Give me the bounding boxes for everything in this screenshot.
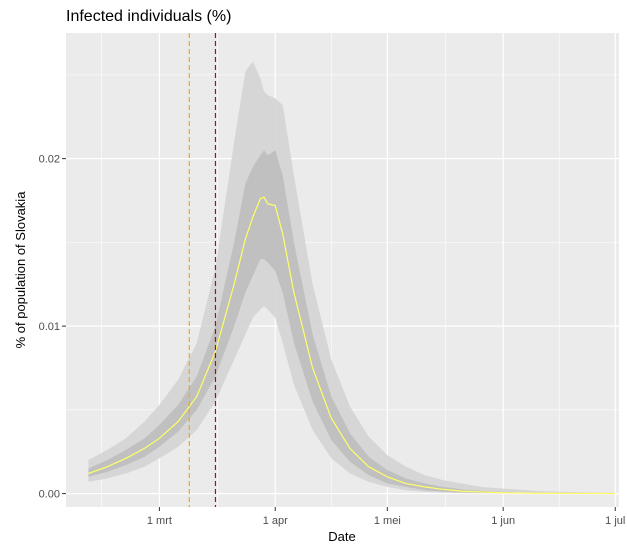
x-tick-label: 1 jun xyxy=(491,515,515,527)
outer-uncertainty-band xyxy=(88,61,616,494)
y-axis: 0.00 0.01 0.02 xyxy=(39,154,66,501)
reference-lines xyxy=(188,33,217,507)
y-axis-title: % of population of Slovakia xyxy=(13,191,28,349)
series-lines xyxy=(88,196,616,495)
x-tick-label: 1 apr xyxy=(263,515,288,527)
uncertainty-bands xyxy=(88,61,616,494)
y-tick-label: 0.02 xyxy=(39,154,60,166)
median-line xyxy=(88,196,616,495)
x-axis: 1 mrt 1 apr 1 mei 1 jun 1 jul xyxy=(147,507,625,527)
chart-title: Infected individuals (%) xyxy=(66,8,232,25)
x-tick-label: 1 jul xyxy=(605,515,625,527)
x-tick-label: 1 mrt xyxy=(147,515,172,527)
x-axis-title: Date xyxy=(328,529,355,544)
x-tick-label: 1 mei xyxy=(374,515,401,527)
y-tick-label: 0.01 xyxy=(39,321,60,333)
y-tick-label: 0.00 xyxy=(39,489,60,501)
